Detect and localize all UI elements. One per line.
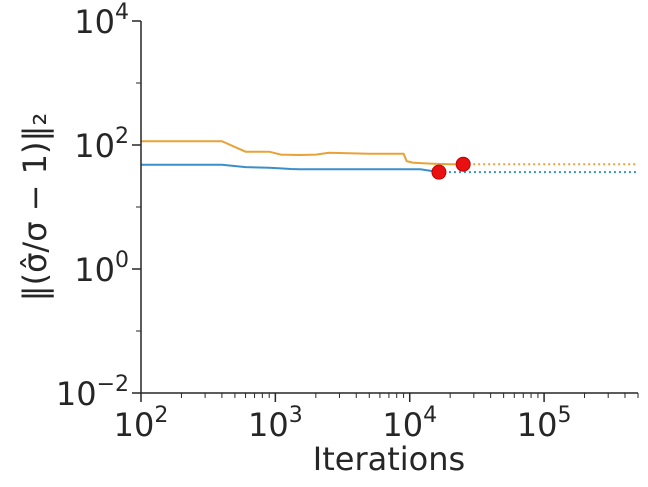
plot-lines bbox=[141, 140, 638, 174]
tick-labels: 102 103 104 105 10−2 100 102 104 bbox=[56, 0, 572, 444]
x-axis-label: Iterations bbox=[313, 440, 465, 478]
series-line-0 bbox=[141, 163, 440, 174]
x-tick-label: 103 bbox=[248, 403, 303, 444]
y-tick-label: 10−2 bbox=[56, 372, 129, 413]
ticks bbox=[132, 20, 639, 402]
plot-markers bbox=[431, 156, 471, 180]
series-line-1 bbox=[141, 140, 464, 166]
y-tick-label: 104 bbox=[74, 0, 129, 41]
series-marker-0 bbox=[431, 164, 447, 180]
x-tick-label: 104 bbox=[382, 403, 437, 444]
y-axis-label: ‖(σ̂/σ − 1)‖₂ bbox=[16, 113, 54, 302]
y-tick-label: 100 bbox=[74, 248, 129, 289]
x-tick-label: 102 bbox=[114, 403, 169, 444]
y-tick-label: 102 bbox=[74, 124, 129, 165]
series-marker-1 bbox=[455, 156, 471, 172]
axes bbox=[140, 21, 638, 394]
x-tick-label: 105 bbox=[517, 403, 572, 444]
